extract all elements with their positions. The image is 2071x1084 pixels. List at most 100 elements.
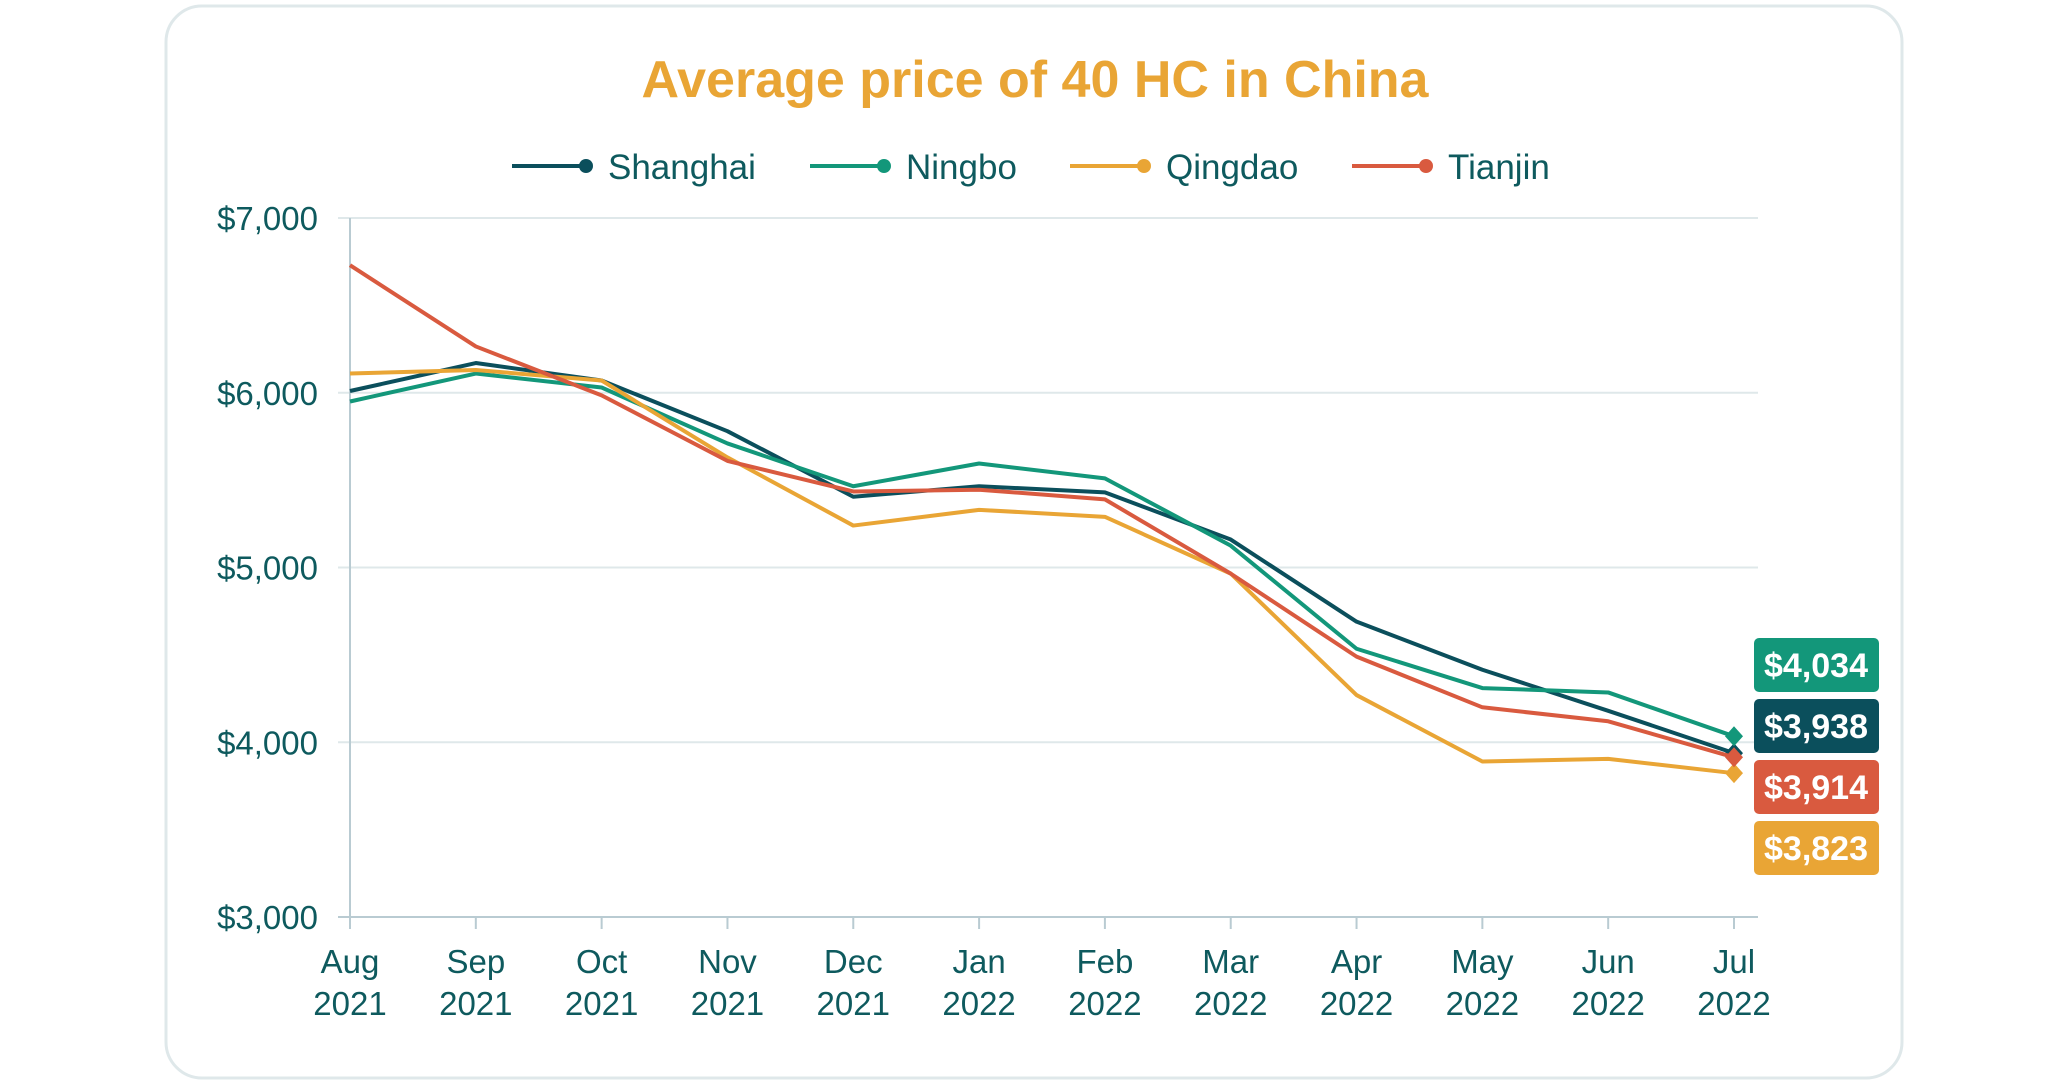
data-point: [724, 458, 730, 464]
data-point: [473, 343, 479, 349]
x-tick-month: May: [1451, 943, 1514, 980]
end-label-bg: [1754, 821, 1879, 875]
data-point: [976, 507, 982, 513]
gridlines: [338, 217, 1758, 918]
x-tick-month: Mar: [1202, 943, 1259, 980]
data-point: [1228, 571, 1234, 577]
x-tick-year: 2021: [439, 985, 512, 1022]
x-tick-month: Sep: [446, 943, 505, 980]
x-tick-year: 2022: [1571, 985, 1644, 1022]
data-point: [1354, 692, 1360, 698]
data-point: [1479, 667, 1485, 673]
series-lines: [347, 262, 1743, 784]
x-tick-month: Jan: [952, 943, 1005, 980]
x-tick-year: 2022: [1446, 985, 1519, 1022]
end-label-ningbo: $4,034: [1764, 647, 1868, 685]
x-tick-year: 2022: [1194, 985, 1267, 1022]
x-tick-month: Feb: [1076, 943, 1133, 980]
data-point: [599, 392, 605, 398]
legend-label-shanghai: Shanghai: [608, 148, 756, 187]
y-tick-label: $6,000: [217, 375, 318, 412]
x-tick-year: 2022: [942, 985, 1015, 1022]
data-point: [347, 262, 353, 268]
data-point: [724, 428, 730, 434]
end-label-bg: [1754, 699, 1879, 753]
y-tick-label: $5,000: [217, 550, 318, 587]
y-tick-label: $3,000: [217, 899, 318, 936]
data-point: [1102, 489, 1108, 495]
end-labels: $4,034 $3,938 $3,914 $3,823: [1754, 638, 1879, 875]
end-label-tianjin: $3,914: [1764, 769, 1868, 807]
legend: Shanghai Ningbo Qingdao Tianjin: [512, 148, 1550, 187]
data-point: [1354, 619, 1360, 625]
data-point: [473, 367, 479, 373]
data-point: [850, 483, 856, 489]
data-point: [1354, 654, 1360, 660]
end-marker: [1725, 726, 1743, 747]
data-point: [347, 371, 353, 377]
end-marker: [1725, 747, 1743, 768]
chart-title: Average price of 40 HC in China: [642, 51, 1430, 109]
data-point: [1102, 496, 1108, 502]
legend-label-qingdao: Qingdao: [1166, 148, 1298, 187]
legend-marker: [1137, 159, 1151, 173]
data-point: [599, 385, 605, 391]
data-point: [1354, 646, 1360, 652]
data-point: [724, 440, 730, 446]
data-point: [347, 398, 353, 404]
data-point: [599, 378, 605, 384]
end-label-bg: [1754, 638, 1879, 692]
x-tick-year: 2021: [565, 985, 638, 1022]
end-label-shanghai: $3,938: [1764, 708, 1868, 746]
data-point: [1228, 537, 1234, 543]
series-line-qingdao: [349, 368, 1735, 776]
x-tick-month: Jul: [1713, 943, 1755, 980]
x-tick-year: 2021: [817, 985, 890, 1022]
data-point: [473, 360, 479, 366]
legend-label-ningbo: Ningbo: [906, 148, 1017, 187]
x-tick-year: 2021: [691, 985, 764, 1022]
data-point: [850, 488, 856, 494]
data-point: [1102, 475, 1108, 481]
x-axis: Aug 2021 Sep 2021 Oct 2021 Nov 2021 Dec 2021 Jan 20…: [313, 917, 1771, 1022]
end-marker: [1725, 763, 1743, 784]
data-point: [1479, 685, 1485, 691]
x-tick-month: Dec: [824, 943, 883, 980]
end-label-qingdao: $3,823: [1764, 830, 1868, 868]
legend-marker: [877, 159, 891, 173]
data-point: [1731, 770, 1737, 776]
chart-card: [164, 4, 1904, 1080]
legend-label-tianjin: Tianjin: [1448, 148, 1550, 187]
end-label-bg: [1754, 760, 1879, 814]
x-tick-year: 2022: [1697, 985, 1770, 1022]
data-point: [1605, 756, 1611, 762]
x-tick-month: Nov: [698, 943, 757, 980]
y-tick-label: $7,000: [217, 200, 318, 237]
data-point: [976, 487, 982, 493]
data-point: [1605, 689, 1611, 695]
data-point: [1731, 754, 1737, 760]
data-point: [850, 494, 856, 500]
data-point: [1731, 733, 1737, 739]
x-tick-year: 2022: [1320, 985, 1393, 1022]
data-point: [1479, 704, 1485, 710]
data-point: [1605, 708, 1611, 714]
x-tick-year: 2022: [1068, 985, 1141, 1022]
series-line-tianjin: [348, 263, 1735, 760]
x-tick-month: Apr: [1331, 943, 1382, 980]
data-point: [347, 388, 353, 394]
y-axis: $3,000 $4,000 $5,000 $6,000 $7,000: [217, 200, 318, 936]
data-point: [1479, 758, 1485, 764]
x-tick-month: Aug: [321, 943, 380, 980]
x-tick-month: Oct: [576, 943, 627, 980]
data-point: [850, 523, 856, 529]
data-point: [1228, 543, 1234, 549]
x-tick-month: Jun: [1582, 943, 1635, 980]
data-point: [976, 461, 982, 467]
legend-marker: [579, 159, 593, 173]
x-tick-year: 2021: [313, 985, 386, 1022]
y-tick-label: $4,000: [217, 724, 318, 761]
legend-marker: [1419, 159, 1433, 173]
data-point: [1102, 514, 1108, 520]
